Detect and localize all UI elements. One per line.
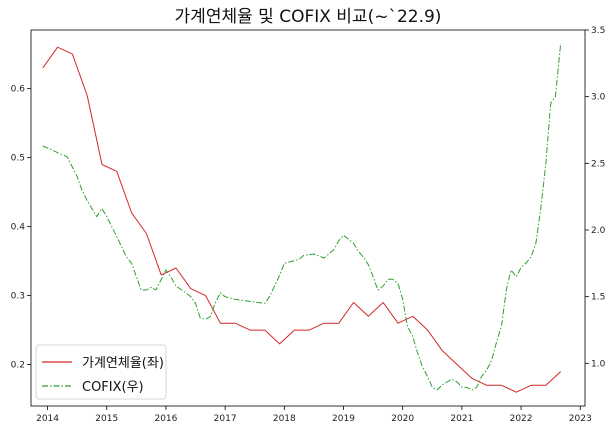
series-layer: [42, 43, 562, 393]
legend: 가계연체율(좌) COFIX(우): [35, 344, 167, 400]
series-line-cofix: [42, 43, 562, 391]
legend-label-delinquency: 가계연체율(좌): [82, 356, 164, 371]
x-tick-label: 2017: [214, 414, 237, 424]
left-tick-label: 0.4: [11, 223, 26, 233]
left-tick-label: 0.5: [11, 154, 25, 164]
right-tick-label: 1.5: [591, 293, 605, 303]
right-tick-label: 3.5: [591, 26, 605, 36]
left-y-axis: 0.2 0.3 0.4 0.5 0.6: [11, 85, 31, 371]
x-tick-label: 2016: [154, 414, 177, 424]
left-tick-label: 0.3: [11, 292, 25, 302]
series-line-delinquency: [42, 46, 562, 393]
x-tick-label: 2022: [510, 414, 533, 424]
x-tick-label: 2019: [332, 414, 355, 424]
right-tick-label: 3.0: [591, 93, 606, 103]
right-tick-label: 2.0: [591, 226, 606, 236]
legend-label-cofix: COFIX(우): [82, 380, 144, 395]
plot-frame: [30, 29, 586, 407]
x-tick-label: 2020: [391, 414, 414, 424]
x-tick-label: 2018: [273, 414, 296, 424]
x-tick-label: 2014: [36, 414, 59, 424]
right-tick-label: 2.5: [591, 159, 605, 169]
left-tick-label: 0.6: [11, 85, 26, 95]
x-tick-label: 2023: [569, 414, 592, 424]
right-y-axis: 1.0 1.5 2.0 2.5 3.0 3.5: [585, 26, 606, 369]
x-tick-label: 2015: [95, 414, 118, 424]
x-tick-label: 2021: [450, 414, 473, 424]
right-tick-label: 1.0: [591, 359, 606, 369]
x-axis: 2014 2015 2016 2017 2018 2019 2020 2021 2022 2023: [36, 406, 592, 424]
chart-title: 가계연체율 및 COFIX 비교(~`22.9): [175, 7, 442, 27]
left-tick-label: 0.2: [11, 361, 25, 371]
